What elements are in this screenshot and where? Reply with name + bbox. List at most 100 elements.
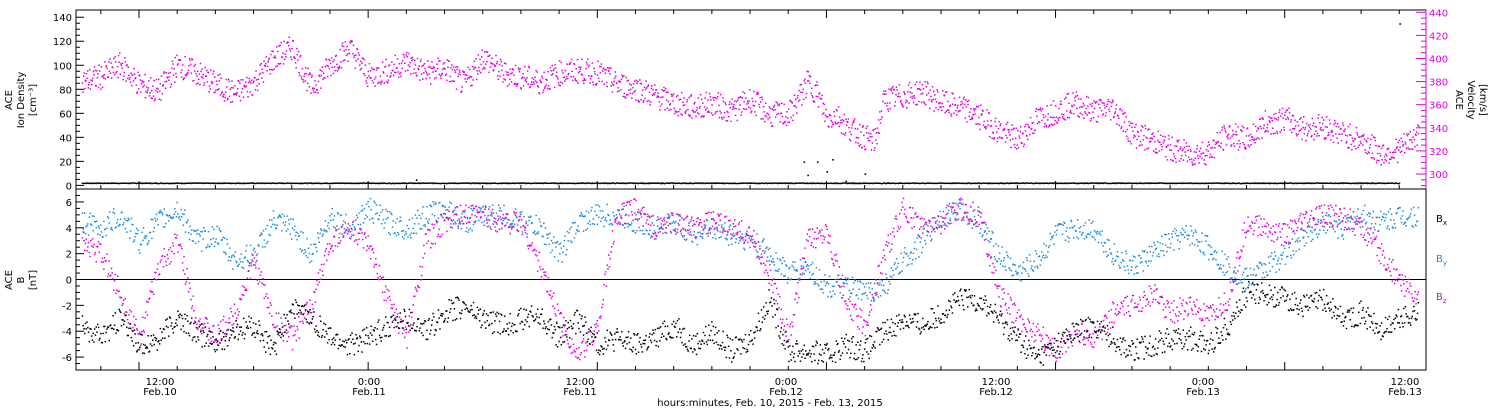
density-point: [406, 182, 408, 185]
density-point: [400, 182, 402, 184]
density-point: [101, 182, 103, 184]
b-point: [172, 216, 175, 218]
b-point: [268, 233, 270, 236]
velocity-point: [657, 92, 659, 94]
velocity-point: [368, 63, 371, 65]
velocity-point: [494, 65, 497, 67]
density-point: [599, 182, 601, 185]
velocity-point: [219, 94, 222, 96]
velocity-point: [149, 77, 152, 79]
velocity-point: [1413, 138, 1416, 141]
density-point: [1290, 182, 1292, 184]
velocity-point: [216, 83, 218, 86]
velocity-point: [1319, 122, 1321, 124]
density-point: [729, 182, 731, 185]
density-point: [316, 182, 318, 184]
velocity-point: [1280, 115, 1282, 117]
velocity-point: [902, 105, 905, 108]
velocity-point: [1300, 128, 1303, 130]
velocity-point: [1206, 154, 1208, 157]
velocity-point: [458, 69, 461, 72]
velocity-point: [104, 78, 107, 80]
density-point: [584, 182, 586, 184]
b-point: [462, 222, 464, 225]
velocity-point: [1222, 149, 1225, 151]
b-point: [463, 211, 466, 213]
velocity-point: [1051, 123, 1053, 125]
density-point: [630, 182, 632, 184]
density-point: [992, 182, 994, 185]
velocity-tick-label: 380: [1429, 78, 1448, 89]
velocity-point: [581, 58, 583, 61]
velocity-point: [1383, 161, 1385, 164]
velocity-point: [658, 101, 661, 103]
density-point: [564, 182, 567, 184]
density-point: [402, 182, 404, 184]
density-point: [695, 182, 697, 184]
b-point: [443, 220, 446, 222]
b-point: [420, 217, 422, 219]
density-point: [990, 182, 992, 185]
velocity-point: [692, 110, 694, 112]
velocity-point: [532, 81, 535, 83]
velocity-point: [262, 81, 265, 83]
velocity-point: [128, 74, 130, 77]
velocity-point: [428, 73, 430, 75]
density-point: [639, 182, 641, 184]
velocity-point: [1104, 115, 1107, 117]
velocity-point: [1311, 117, 1314, 120]
velocity-point: [681, 114, 683, 116]
velocity-point: [1188, 145, 1190, 148]
velocity-point: [520, 88, 522, 90]
velocity-point: [971, 118, 974, 120]
velocity-point: [389, 75, 392, 77]
b-point: [313, 243, 316, 246]
b-point: [195, 230, 197, 232]
velocity-point: [1008, 129, 1011, 131]
velocity-point: [662, 90, 665, 92]
velocity-point: [914, 83, 917, 86]
density-point: [547, 182, 549, 185]
density-point: [1244, 182, 1246, 185]
b-point: [144, 235, 146, 237]
density-point: [446, 182, 448, 185]
b-point: [266, 224, 269, 227]
velocity-point: [651, 85, 653, 87]
density-point: [875, 182, 877, 184]
b-point: [413, 232, 415, 234]
velocity-point: [1214, 143, 1217, 146]
density-point: [801, 182, 803, 184]
velocity-point: [758, 103, 760, 106]
velocity-point: [431, 67, 434, 70]
density-point: [921, 182, 923, 184]
velocity-point: [581, 74, 584, 76]
b-point: [253, 247, 256, 250]
density-point: [1153, 182, 1155, 185]
velocity-point: [1093, 107, 1096, 110]
b-point: [302, 231, 304, 234]
velocity-point: [1049, 116, 1052, 118]
velocity-point: [1055, 116, 1058, 118]
density-point: [339, 182, 341, 185]
velocity-point: [1128, 121, 1130, 123]
velocity-tick-label: 300: [1429, 170, 1448, 181]
velocity-point: [546, 87, 549, 90]
velocity-point: [298, 71, 300, 74]
velocity-point: [849, 131, 851, 133]
density-point: [197, 182, 199, 184]
velocity-point: [343, 50, 345, 52]
b-point: [317, 237, 320, 239]
velocity-point: [1408, 148, 1410, 150]
velocity-point: [1377, 145, 1379, 147]
b-point: [183, 213, 185, 216]
b-point: [129, 237, 131, 239]
velocity-point: [1417, 124, 1419, 126]
velocity-point: [790, 116, 792, 119]
velocity-point: [777, 104, 779, 106]
density-point: [335, 182, 337, 184]
velocity-point: [528, 65, 530, 68]
density-point: [1388, 182, 1390, 184]
density-point: [425, 182, 428, 184]
velocity-point: [209, 88, 211, 90]
b-point: [252, 260, 254, 262]
